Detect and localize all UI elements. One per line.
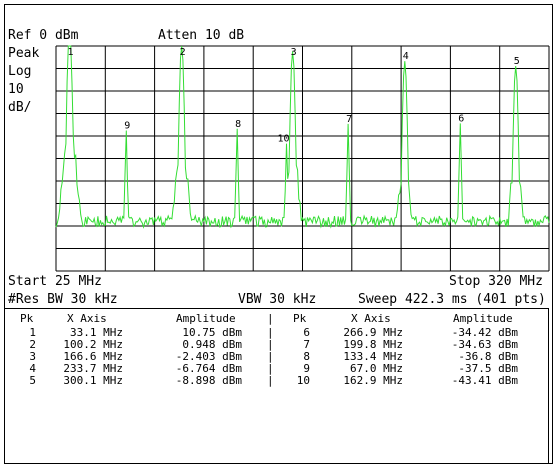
- left-amplitude-cell: -6.764 dBm: [175, 362, 242, 375]
- left-pk-cell: 2: [29, 338, 36, 351]
- left-x-cell: 233.7 MHz: [63, 362, 123, 375]
- right-x-cell: 162.9 MHz: [343, 374, 403, 387]
- right-amplitude-cell: -36.8 dBm: [458, 350, 518, 363]
- detector-label: Peak: [8, 46, 40, 61]
- header-pk-left: Pk: [20, 312, 34, 325]
- vbw-label: VBW 30 kHz: [238, 292, 317, 307]
- row-separator: |: [267, 374, 274, 387]
- peak-marker-label: 4: [403, 51, 409, 62]
- spectrum-trace: [55, 45, 550, 229]
- header-separator: |: [267, 312, 274, 325]
- peak-markers: 1 2 3 4 5 6 7 8 9 10: [68, 47, 520, 145]
- right-x-cell: 133.4 MHz: [343, 350, 403, 363]
- right-amplitude-cell: -37.5 dBm: [458, 362, 518, 375]
- right-pk-cell: 10: [296, 374, 310, 387]
- header-amplitude-left: Amplitude: [176, 312, 236, 325]
- scale-unit-label: dB/: [8, 100, 32, 115]
- peak-marker-label: 7: [346, 114, 352, 125]
- scale-type-label: Log: [8, 64, 32, 79]
- left-amplitude-cell: -8.898 dBm: [175, 374, 242, 387]
- right-pk-cell: 8: [303, 350, 310, 363]
- left-pk-cell: 3: [29, 350, 36, 363]
- sweep-label: Sweep 422.3 ms (401 pts): [358, 292, 546, 307]
- row-separator: |: [267, 350, 274, 363]
- right-amplitude-cell: -34.63 dBm: [451, 338, 518, 351]
- right-amplitude-cell: -34.42 dBm: [451, 326, 518, 339]
- left-pk-cell: 1: [29, 326, 36, 339]
- left-pk-cell: 5: [29, 374, 36, 387]
- peak-marker-label: 3: [291, 47, 297, 58]
- row-separator: |: [267, 338, 274, 351]
- peak-marker-label: 9: [124, 120, 130, 131]
- left-x-cell: 100.2 MHz: [63, 338, 123, 351]
- left-amplitude-cell: -2.403 dBm: [175, 350, 242, 363]
- row-separator: |: [267, 362, 274, 375]
- peak-marker-label: 10: [277, 134, 289, 145]
- scale-value-label: 10: [8, 82, 24, 97]
- start-frequency-label: Start 25 MHz: [8, 274, 102, 289]
- peak-marker-label: 5: [514, 56, 520, 67]
- left-amplitude-cell: 10.75 dBm: [182, 326, 242, 339]
- right-pk-cell: 6: [303, 326, 310, 339]
- header-pk-right: Pk: [293, 312, 307, 325]
- right-x-cell: 67.0 MHz: [350, 362, 403, 375]
- left-x-cell: 33.1 MHz: [70, 326, 123, 339]
- attenuation-label: Atten 10 dB: [158, 28, 245, 43]
- header-x-axis-right: X Axis: [351, 312, 391, 325]
- left-x-cell: 166.6 MHz: [63, 350, 123, 363]
- right-x-cell: 266.9 MHz: [343, 326, 403, 339]
- left-pk-cell: 4: [29, 362, 36, 375]
- res-bw-label: #Res BW 30 kHz: [8, 292, 118, 307]
- row-separator: |: [267, 326, 274, 339]
- analyzer-screen: [4, 4, 553, 464]
- header-x-axis-left: X Axis: [67, 312, 107, 325]
- header-amplitude-right: Amplitude: [453, 312, 513, 325]
- peak-marker-label: 1: [68, 47, 74, 58]
- peak-marker-label: 8: [235, 119, 241, 130]
- stop-frequency-label: Stop 320 MHz: [449, 274, 543, 289]
- plot-grid: [55, 45, 550, 272]
- right-x-cell: 199.8 MHz: [343, 338, 403, 351]
- peak-marker-label: 6: [458, 113, 464, 124]
- right-pk-cell: 9: [303, 362, 310, 375]
- peak-table: Pk X Axis Amplitude | Pk X Axis Amplitud…: [4, 308, 549, 464]
- ref-level-label: Ref 0 dBm: [8, 28, 79, 43]
- right-amplitude-cell: -43.41 dBm: [451, 374, 518, 387]
- left-x-cell: 300.1 MHz: [63, 374, 123, 387]
- peak-marker-label: 2: [180, 47, 186, 58]
- left-amplitude-cell: 0.948 dBm: [182, 338, 242, 351]
- right-pk-cell: 7: [303, 338, 310, 351]
